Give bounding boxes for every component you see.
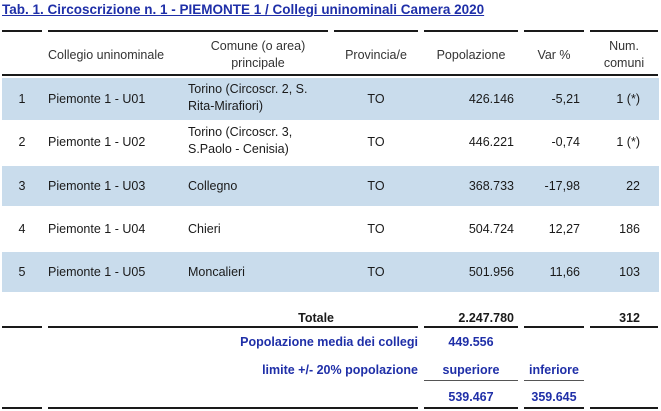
row-popolazione: 504.724 xyxy=(468,222,514,236)
totale-rule xyxy=(48,326,418,328)
totale-label: Totale xyxy=(298,311,334,325)
header-num-comuni: Num. comuni xyxy=(590,38,658,72)
totale-rule xyxy=(2,326,42,328)
header-comune-line1: Comune (o area) xyxy=(210,39,306,53)
header-top-rule xyxy=(590,30,658,32)
row-collegio: Piemonte 1 - U01 xyxy=(48,92,146,106)
row-number: 2 xyxy=(18,135,26,149)
bottom-rule xyxy=(424,407,518,409)
header-popolazione: Popolazione xyxy=(436,48,506,62)
row-collegio: Piemonte 1 - U05 xyxy=(48,265,146,279)
limite-inferiore-label: inferiore xyxy=(528,363,579,377)
row-num-comuni: 186 xyxy=(619,222,640,236)
header-top-rule xyxy=(48,30,328,32)
row-collegio: Piemonte 1 - U03 xyxy=(48,179,146,193)
row-number: 1 xyxy=(18,92,26,106)
row-provincia: TO xyxy=(367,179,385,193)
header-top-rule xyxy=(424,30,518,32)
limite-superiore-label: superiore xyxy=(442,363,500,377)
row-popolazione: 426.146 xyxy=(468,92,514,106)
row-band-3 xyxy=(2,166,659,206)
row-var: -17,98 xyxy=(544,179,580,193)
limite-label: limite +/- 20% popolazione xyxy=(262,363,418,377)
header-num-line2: comuni xyxy=(603,56,645,70)
bottom-rule xyxy=(2,407,42,409)
header-provincia: Provincia/e xyxy=(345,48,407,62)
row-number: 3 xyxy=(18,179,26,193)
row-comune-line2: S.Paolo - Cenisia) xyxy=(188,142,289,156)
row-provincia: TO xyxy=(367,135,385,149)
header-bottom-rule xyxy=(2,74,658,76)
row-num-comuni: 1 (*) xyxy=(616,92,640,106)
limite-inferiore-value: 359.645 xyxy=(531,390,577,404)
media-value: 449.556 xyxy=(448,335,494,349)
row-num-comuni: 1 (*) xyxy=(616,135,640,149)
header-top-rule xyxy=(524,30,584,32)
totale-rule xyxy=(590,326,658,328)
row-comune-line1: Torino (Circoscr. 3, xyxy=(188,125,293,139)
row-number: 5 xyxy=(18,265,26,279)
row-comune: Chieri xyxy=(188,222,221,236)
row-num-comuni: 103 xyxy=(619,265,640,279)
totale-popolazione: 2.247.780 xyxy=(458,311,514,325)
header-comune-line2: principale xyxy=(231,56,285,70)
bottom-rule xyxy=(524,407,584,409)
row-comune-line2: Rita-Mirafiori) xyxy=(188,99,263,113)
row-number: 4 xyxy=(18,222,26,236)
row-provincia: TO xyxy=(367,222,385,236)
bottom-rule xyxy=(590,407,658,409)
header-num-line1: Num. xyxy=(609,39,639,53)
table-title: Tab. 1. Circoscrizione n. 1 - PIEMONTE 1… xyxy=(2,2,485,17)
media-label: Popolazione media dei collegi xyxy=(240,335,418,349)
row-band-1 xyxy=(2,78,659,120)
row-provincia: TO xyxy=(367,92,385,106)
row-comune: Torino (Circoscr. 3, S.Paolo - Cenisia) xyxy=(188,124,292,158)
row-collegio: Piemonte 1 - U02 xyxy=(48,135,146,149)
totale-rule xyxy=(524,326,584,328)
header-var: Var % xyxy=(537,48,571,62)
header-top-rule xyxy=(334,30,418,32)
row-comune: Moncalieri xyxy=(188,265,245,279)
row-num-comuni: 22 xyxy=(626,179,640,193)
row-var: 11,66 xyxy=(549,265,580,279)
row-comune-line1: Torino (Circoscr. 2, S. xyxy=(188,82,308,96)
totale-rule xyxy=(424,326,518,328)
totale-num-comuni: 312 xyxy=(619,311,640,325)
header-collegio: Collegio uninominale xyxy=(48,48,165,62)
limite-superiore-value: 539.467 xyxy=(448,390,494,404)
row-var: 12,27 xyxy=(548,222,580,236)
row-var: -5,21 xyxy=(551,92,581,106)
bottom-rule xyxy=(48,407,418,409)
row-popolazione: 501.956 xyxy=(468,265,514,279)
row-provincia: TO xyxy=(367,265,385,279)
row-band-5 xyxy=(2,252,659,292)
row-comune: Collegno xyxy=(188,179,238,193)
row-popolazione: 446.221 xyxy=(468,135,514,149)
row-comune: Torino (Circoscr. 2, S. Rita-Mirafiori) xyxy=(188,81,307,115)
header-comune: Comune (o area) principale xyxy=(188,38,328,72)
limite-rule xyxy=(424,380,518,381)
header-top-rule xyxy=(2,30,42,32)
limite-rule xyxy=(524,380,584,381)
row-collegio: Piemonte 1 - U04 xyxy=(48,222,146,236)
row-var: -0,74 xyxy=(551,135,581,149)
row-popolazione: 368.733 xyxy=(468,179,514,193)
